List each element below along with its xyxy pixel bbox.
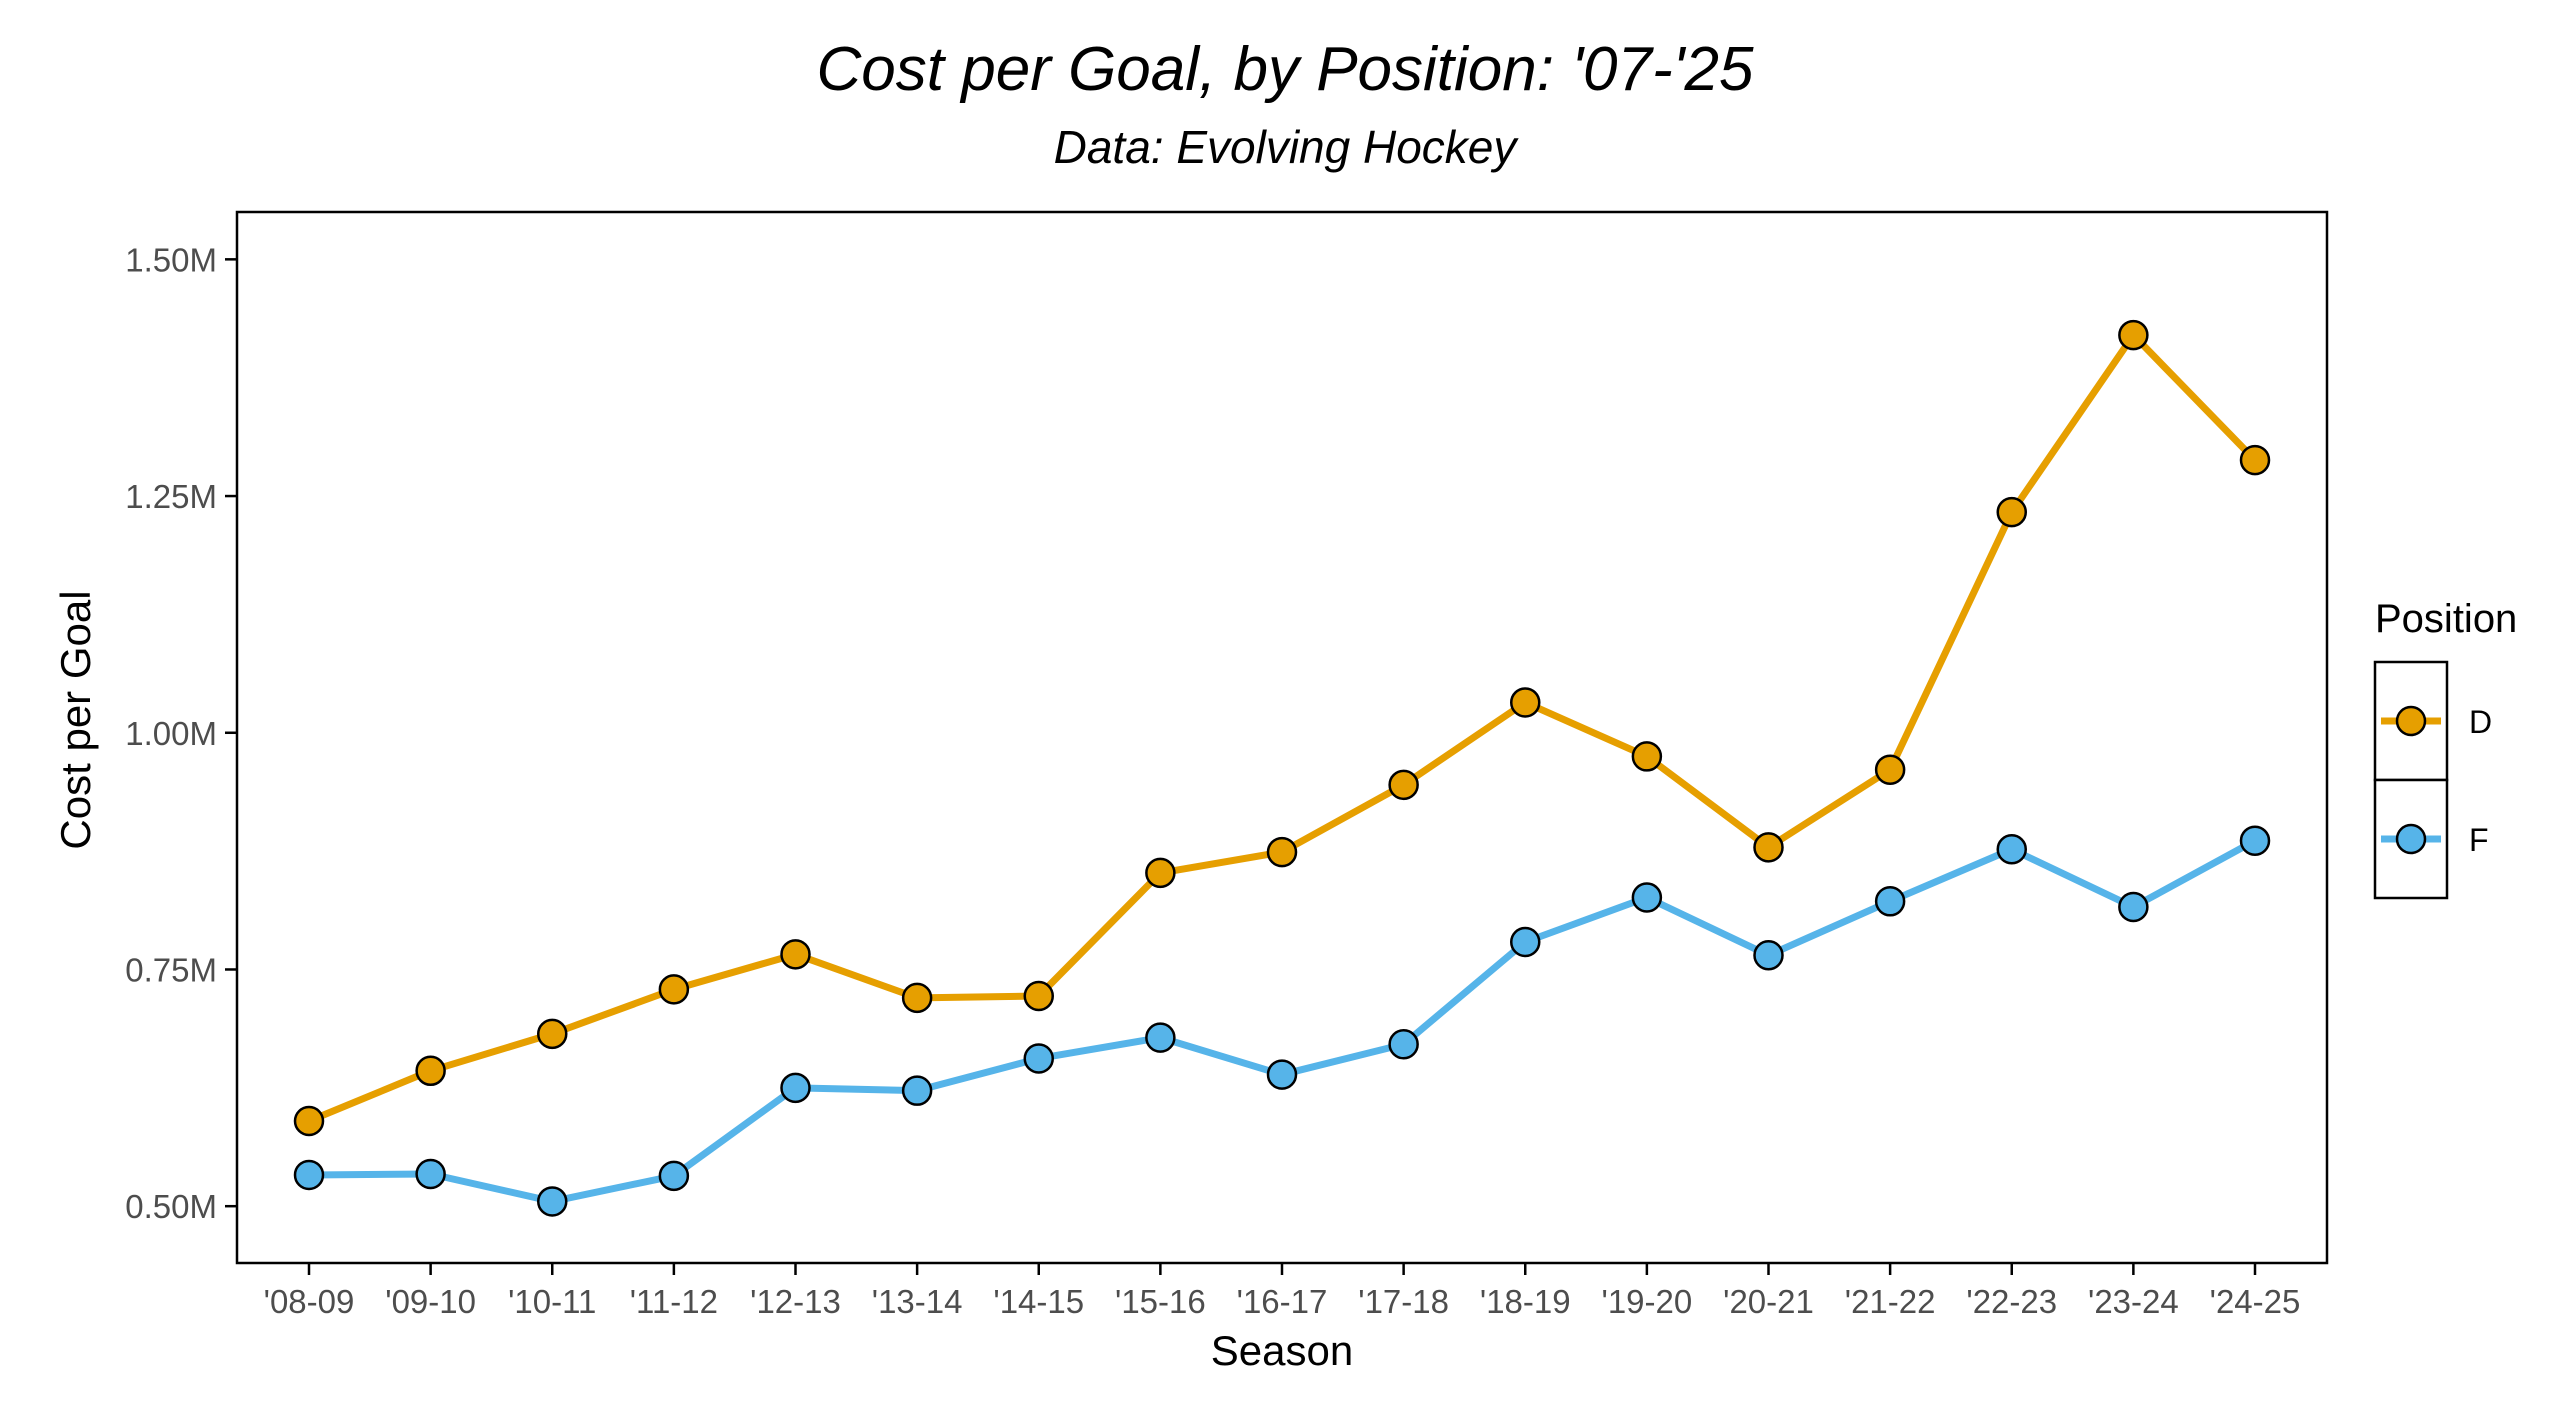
- x-tick-label: '24-25: [2210, 1283, 2301, 1320]
- y-tick-label: 0.75M: [125, 951, 217, 988]
- x-tick-label: '20-21: [1723, 1283, 1814, 1320]
- x-tick-label: '23-24: [2088, 1283, 2179, 1320]
- data-point-f: [293, 1159, 325, 1191]
- legend-marker-d: [2395, 705, 2427, 737]
- x-tick-label: '12-13: [750, 1283, 841, 1320]
- data-point-d: [1266, 836, 1298, 868]
- series-layer: [293, 319, 2271, 1217]
- y-tick-label: 1.25M: [125, 478, 217, 515]
- x-axis: '08-09 '09-10 '10-11 '11-12 '12-13 '13-14 '14-…: [264, 1263, 2301, 1320]
- data-point-d: [293, 1105, 325, 1137]
- data-point-f: [1753, 940, 1784, 971]
- data-point-d: [537, 1018, 568, 1050]
- chart-subtitle: Data: Evolving Hockey: [1054, 121, 1520, 173]
- x-tick-label: '13-14: [872, 1283, 963, 1320]
- data-point-f: [2239, 825, 2271, 856]
- series-line-d: [305, 331, 2259, 1125]
- x-tick-label: '16-17: [1237, 1283, 1328, 1320]
- y-tick-label: 1.50M: [125, 241, 217, 278]
- data-point-d: [901, 982, 933, 1014]
- x-tick-label: '09-10: [385, 1283, 476, 1320]
- data-point-f: [901, 1075, 933, 1106]
- data-point-f: [780, 1072, 811, 1104]
- series-line-f: [305, 837, 2259, 1205]
- data-point-d: [780, 939, 811, 970]
- data-point-f: [1388, 1029, 1419, 1060]
- x-tick-label: '15-16: [1115, 1283, 1206, 1320]
- data-point-d: [415, 1055, 446, 1087]
- plot-panel: [235, 210, 2329, 1265]
- data-point-d: [1631, 741, 1663, 772]
- data-point-f: [2118, 891, 2149, 923]
- x-tick-label: '22-23: [1966, 1283, 2057, 1320]
- x-tick-label: '14-15: [993, 1283, 1084, 1320]
- chart-title: Cost per Goal, by Position: '07-'25: [817, 35, 1754, 104]
- data-point-d: [1510, 687, 1541, 718]
- x-axis-label: Season: [1211, 1327, 1353, 1374]
- data-point-f: [1631, 882, 1663, 913]
- data-point-f: [415, 1158, 446, 1190]
- data-point-f: [1145, 1022, 1176, 1053]
- data-point-f: [537, 1186, 568, 1217]
- data-point-f: [1023, 1043, 1054, 1074]
- data-point-d: [2118, 319, 2149, 351]
- y-axis-label: Cost per Goal: [52, 590, 99, 849]
- data-point-d: [1145, 857, 1176, 889]
- x-tick-label: '21-22: [1845, 1283, 1936, 1320]
- x-tick-label: '19-20: [1602, 1283, 1693, 1320]
- y-tick-label: 0.50M: [125, 1188, 217, 1225]
- data-point-d: [658, 974, 690, 1005]
- legend-title: Position: [2375, 597, 2517, 641]
- legend: Position D F: [2373, 597, 2517, 900]
- data-point-d: [2239, 444, 2271, 476]
- data-point-f: [1266, 1059, 1298, 1090]
- x-tick-label: '18-19: [1480, 1283, 1571, 1320]
- data-point-f: [1874, 886, 1906, 917]
- x-tick-label: '17-18: [1358, 1283, 1449, 1320]
- data-point-d: [1753, 832, 1784, 863]
- y-tick-label: 1.00M: [125, 715, 217, 752]
- legend-label-f: F: [2469, 822, 2489, 858]
- y-axis: 0.50M 0.75M 1.00M 1.25M 1.50M: [125, 241, 237, 1225]
- data-point-f: [658, 1160, 690, 1192]
- x-tick-label: '11-12: [630, 1283, 718, 1320]
- x-tick-label: '10-11: [508, 1283, 596, 1320]
- data-point-d: [1023, 980, 1054, 1012]
- data-point-d: [1996, 496, 2027, 528]
- data-point-d: [1874, 754, 1906, 785]
- legend-marker-f: [2395, 823, 2427, 855]
- x-tick-label: '08-09: [264, 1283, 355, 1320]
- data-point-f: [1996, 833, 2027, 865]
- data-point-d: [1388, 769, 1419, 801]
- data-point-f: [1510, 926, 1541, 958]
- legend-label-d: D: [2469, 704, 2492, 740]
